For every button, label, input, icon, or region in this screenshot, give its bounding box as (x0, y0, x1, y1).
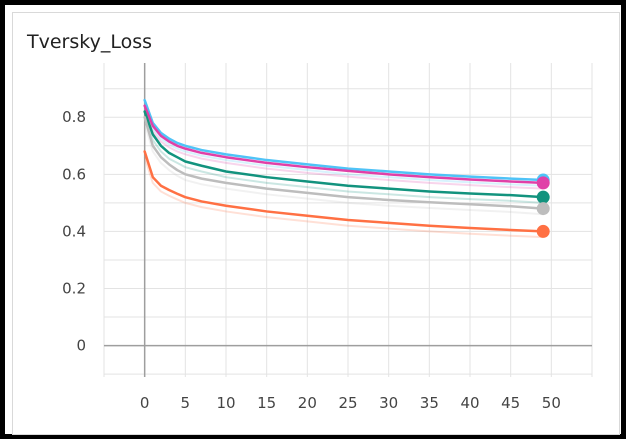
series-end-marker-2[interactable] (536, 190, 550, 204)
x-tick-label: 25 (338, 394, 357, 412)
x-tick-label: 40 (460, 394, 479, 412)
chart-card: Tversky_Loss (12, 12, 620, 435)
series-raw-line-0 (143, 105, 544, 187)
series-raw-line-4 (143, 156, 544, 239)
y-tick-label: 0.8 (62, 108, 86, 126)
y-tick-label: 0 (76, 337, 86, 355)
x-tick-label: 30 (379, 394, 398, 412)
x-tick-label: 35 (420, 394, 439, 412)
x-tick-label: 45 (501, 394, 520, 412)
x-tick-label: 0 (140, 394, 150, 412)
series-lines (143, 98, 545, 239)
y-tick-label: 0.4 (62, 222, 86, 240)
series-line-1 (143, 104, 545, 185)
axes (104, 63, 592, 377)
series-end-marker-3[interactable] (536, 202, 550, 216)
x-tick-label: 15 (257, 394, 276, 412)
x-tick-label: 50 (542, 394, 561, 412)
series-raw-line-2 (143, 116, 544, 204)
series-end-markers (536, 173, 550, 238)
series-end-marker-1[interactable] (536, 176, 550, 190)
series-line-0 (143, 98, 545, 182)
series-raw-line-1 (143, 111, 544, 190)
series-line-3 (143, 115, 545, 210)
y-tick-label: 0.2 (62, 280, 86, 298)
x-tick-label: 5 (181, 394, 191, 412)
chart-title: Tversky_Loss (27, 31, 152, 53)
x-tick-label: 10 (216, 394, 235, 412)
series-line-2 (143, 110, 545, 199)
tick-labels: 0 5 10 15 20 25 30 35 40 45 50 0 0.2 0.4 0.6 0.8 (62, 108, 561, 412)
series-end-marker-4[interactable] (536, 224, 550, 238)
y-tick-label: 0.6 (62, 165, 86, 183)
x-tick-label: 20 (298, 394, 317, 412)
series-raw-line-3 (143, 122, 544, 216)
series-line-4 (143, 150, 545, 233)
